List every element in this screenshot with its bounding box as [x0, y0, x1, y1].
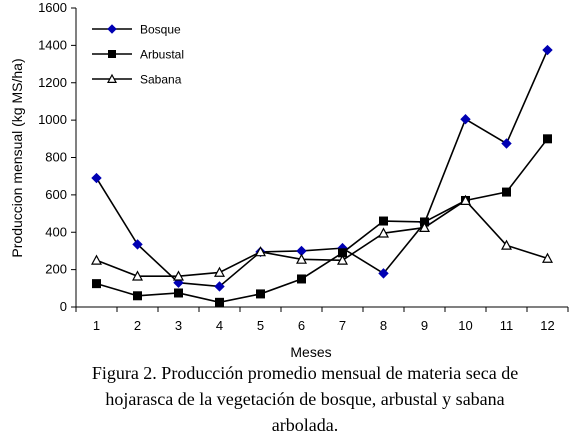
legend-marker-sabana: [106, 73, 118, 84]
data-point-arbustal: [502, 187, 511, 197]
legend-item-sabana: Sabana: [92, 73, 182, 87]
legend-item-bosque: Bosque: [92, 23, 181, 37]
data-point-sabana: [418, 221, 431, 233]
x-tick-label: 3: [175, 318, 182, 333]
legend-item-arbustal: Arbustal: [92, 48, 184, 62]
legend-label-sabana: Sabana: [140, 73, 182, 87]
y-tick-label: 1000: [38, 112, 67, 127]
data-point-sabana: [336, 254, 349, 265]
x-tick-label: 8: [380, 318, 387, 333]
y-tick-label: 0: [60, 299, 67, 314]
legend: Bosque Arbustal Sabana: [92, 23, 184, 87]
x-tick-label: 10: [458, 318, 472, 333]
legend-label-bosque: Bosque: [140, 23, 181, 37]
y-tick-label: 1200: [38, 75, 67, 90]
data-point-bosque: [91, 172, 102, 184]
x-tick-label: 9: [421, 318, 428, 333]
data-point-bosque: [214, 281, 225, 292]
data-point-sabana: [459, 194, 472, 205]
y-tick-label: 600: [45, 187, 67, 202]
data-point-arbustal: [92, 279, 101, 289]
data-point-sabana: [377, 227, 390, 238]
data-point-sabana: [500, 239, 513, 250]
data-point-bosque: [460, 113, 471, 125]
x-tick-label: 5: [257, 318, 264, 333]
series-line-sabana: [96, 199, 548, 277]
caption-line-1: Figura 2. Producción promedio mensual de…: [91, 363, 519, 383]
data-point-sabana: [295, 253, 308, 264]
y-tick-label: 1400: [38, 37, 67, 52]
data-point-sabana: [213, 266, 226, 277]
figure-caption: Figura 2. Producción promedio mensual de…: [40, 360, 570, 438]
axes: [71, 7, 569, 312]
data-point-arbustal: [297, 274, 306, 284]
legend-marker-arbustal: [108, 50, 116, 58]
data-point-sabana: [541, 252, 554, 263]
caption-line-2: hojarasca de la vegetación de bosque, ar…: [105, 389, 505, 409]
x-tick-label: 4: [216, 318, 223, 333]
data-point-arbustal: [379, 216, 388, 226]
x-tick-label: 11: [500, 318, 514, 333]
data-point-arbustal: [256, 289, 265, 299]
x-tick-label: 7: [339, 318, 346, 333]
x-tick-label: 1: [93, 318, 100, 333]
y-tick-label: 200: [45, 262, 67, 277]
data-point-sabana: [254, 246, 267, 257]
data-point-sabana: [172, 270, 185, 281]
x-tick-label: 2: [134, 318, 141, 333]
y-tick-label: 400: [45, 224, 67, 239]
legend-marker-bosque: [107, 24, 117, 34]
data-point-bosque: [378, 268, 389, 279]
caption-line-3: arbolada.: [271, 415, 339, 435]
y-tick-label: 800: [45, 150, 67, 165]
data-point-arbustal: [174, 288, 183, 298]
data-point-sabana: [90, 254, 103, 265]
data-point-bosque: [132, 239, 143, 250]
x-axis-label: Meses: [290, 344, 331, 360]
series-sabana: [90, 194, 554, 281]
data-point-arbustal: [543, 134, 552, 144]
legend-label-arbustal: Arbustal: [140, 48, 184, 62]
x-tick-label: 12: [540, 318, 554, 333]
series-layer: [90, 44, 554, 307]
data-point-sabana: [131, 270, 144, 281]
data-point-bosque: [542, 44, 553, 56]
data-point-arbustal: [338, 248, 347, 258]
data-point-arbustal: [133, 291, 142, 301]
data-point-arbustal: [215, 297, 224, 307]
x-tick-label: 6: [298, 318, 305, 333]
y-tick-label: 1600: [38, 0, 67, 15]
data-point-bosque: [501, 138, 512, 149]
series-line-arbustal: [96, 138, 549, 304]
y-axis-label: Produccion mensual (kg MS/ha): [9, 58, 25, 257]
